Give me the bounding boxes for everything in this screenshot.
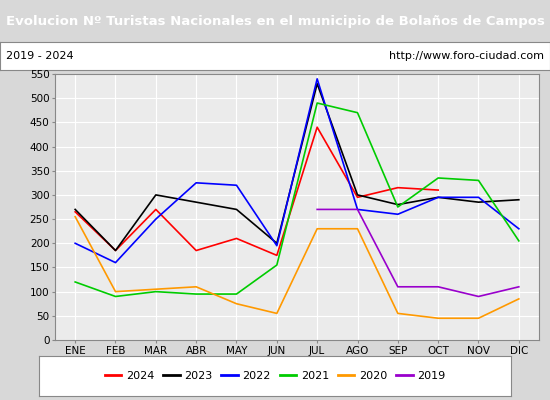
Text: 2019 - 2024: 2019 - 2024 [6,51,73,61]
Text: http://www.foro-ciudad.com: http://www.foro-ciudad.com [389,51,544,61]
Text: Evolucion Nº Turistas Nacionales en el municipio de Bolaños de Campos: Evolucion Nº Turistas Nacionales en el m… [6,14,544,28]
Legend: 2024, 2023, 2022, 2021, 2020, 2019: 2024, 2023, 2022, 2021, 2020, 2019 [100,366,450,386]
